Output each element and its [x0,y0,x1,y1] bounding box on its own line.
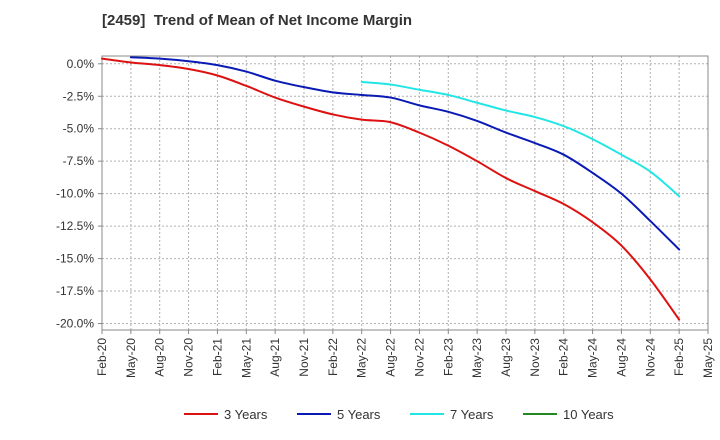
x-tick-label: Aug-21 [268,338,282,377]
x-tick-label: May-20 [124,338,138,378]
chart-title: [2459] Trend of Mean of Net Income Margi… [102,12,413,29]
legend: 3 Years 5 Years 7 Years 10 Years [184,407,614,422]
y-tick-label: -20.0% [56,317,94,331]
series-line-5-years [129,56,681,251]
y-tick-label: -12.5% [56,219,94,233]
x-tick-label: Feb-23 [441,338,455,376]
series-line-3-years [101,57,681,321]
series-lines [101,56,681,321]
grid-lines [102,56,708,330]
x-tick-label: May-25 [701,338,715,378]
y-tick-label: -10.0% [56,187,94,201]
x-tick-label: May-22 [355,338,369,378]
legend-label: 5 Years [337,407,381,422]
y-tick-label: 0.0% [67,57,95,71]
y-tick-label: -17.5% [56,284,94,298]
legend-label: 7 Years [450,407,494,422]
x-tick-label: May-23 [470,338,484,378]
y-tick-label: -15.0% [56,252,94,266]
y-tick-label: -7.5% [63,154,95,168]
x-tick-label: Nov-21 [297,338,311,377]
x-tick-label: Nov-24 [643,338,657,377]
legend-label: 10 Years [563,407,614,422]
x-tick-label: Aug-23 [499,338,513,377]
x-tick-label: Feb-20 [95,338,109,376]
x-tick-label: Nov-20 [182,338,196,377]
x-tick-label: Feb-22 [326,338,340,376]
x-tick-label: Aug-24 [614,338,628,377]
x-axis: Feb-20 May-20 Aug-20 Nov-20 Feb-21 May-21 Aug-… [95,330,715,378]
x-tick-label: Nov-22 [412,338,426,377]
x-tick-label: May-21 [239,338,253,378]
y-tick-label: -2.5% [63,89,95,103]
x-tick-label: Feb-24 [557,338,571,376]
x-tick-label: Aug-20 [153,338,167,377]
x-tick-label: Nov-23 [528,338,542,377]
x-tick-label: Aug-22 [384,338,398,377]
series-line-7-years [360,80,681,198]
plot-area-border [101,55,709,331]
y-axis: 0.0% -2.5% -5.0% -7.5% -10.0% -12.5% -15.0% -17… [56,57,102,331]
y-tick-label: -5.0% [63,122,95,136]
legend-label: 3 Years [224,407,268,422]
x-tick-label: Feb-21 [210,338,224,376]
x-tick-label: Feb-25 [672,338,686,376]
x-tick-label: May-24 [586,338,600,378]
